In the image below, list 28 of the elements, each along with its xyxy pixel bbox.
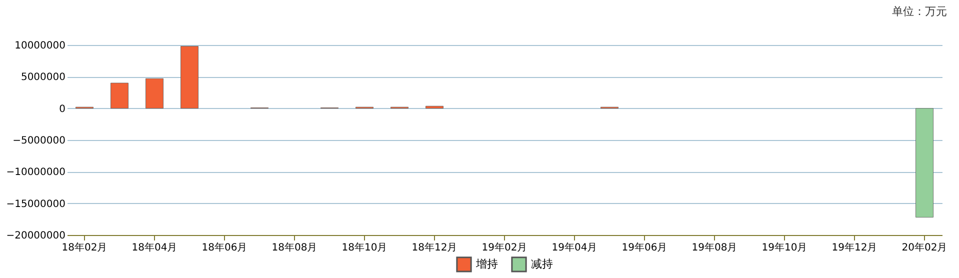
x-tick-label: 19年10月 [762,242,808,254]
y-tick-label: 0 [59,104,66,115]
bar [916,108,934,218]
bar [180,46,198,109]
x-tick-label: 20年02月 [902,242,948,254]
x-tick-label: 18年08月 [272,242,318,254]
y-tick-label: −20000000 [6,230,66,242]
legend-label: 增持 [475,257,498,270]
text: 单位：万元 [892,4,947,19]
bar [426,106,444,109]
x-tick-label: 19年06月 [622,242,668,254]
bar [110,82,128,109]
x-tick-label: 18年12月 [412,242,458,254]
x-tick-label: 19年12月 [832,242,878,254]
x-tick-label: 18年06月 [202,242,248,254]
y-tick-label: 5000000 [20,72,66,84]
x-tick-label: 18年02月 [62,242,108,254]
x-tick-label: 18年10月 [342,242,388,254]
y-tick-label: −5000000 [12,136,66,146]
x-tick-label: 19年02月 [482,242,528,254]
y-tick-label: 10000000 [14,40,66,52]
legend-label: 减持 [531,257,553,270]
x-tick-label: 19年08月 [692,242,738,254]
y-tick-label: −10000000 [6,167,66,178]
y-tick-label: −15000000 [6,198,66,210]
bar [146,78,164,109]
x-tick-label: 19年04月 [552,242,598,254]
x-tick-label: 18年04月 [132,242,178,254]
